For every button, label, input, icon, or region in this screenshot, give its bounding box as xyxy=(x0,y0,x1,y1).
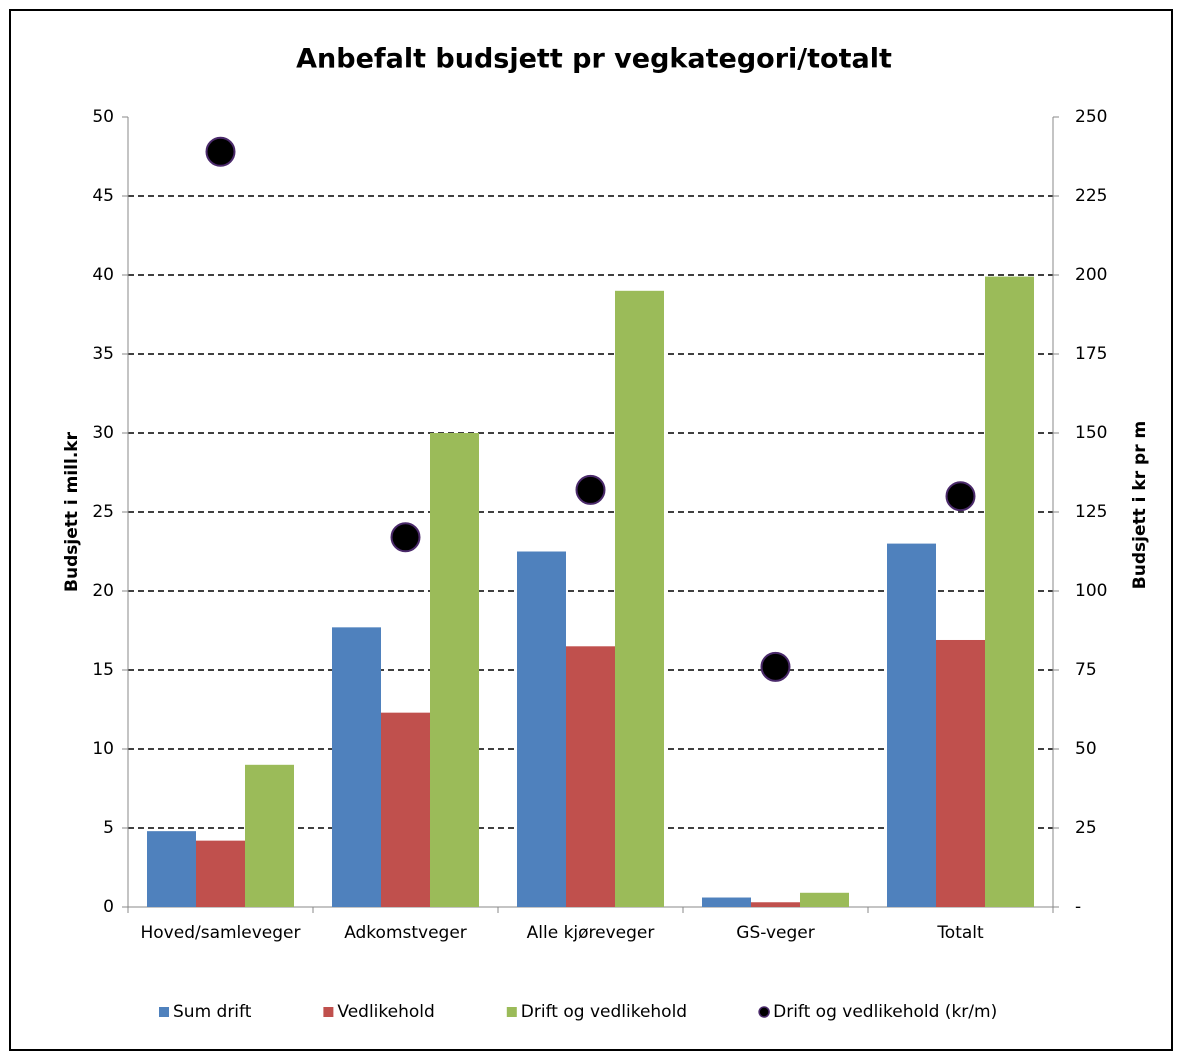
x-tick-label: GS-veger xyxy=(736,923,814,943)
scatter-point xyxy=(945,481,976,512)
y2-tick-label: 200 xyxy=(1075,265,1107,285)
y2-tick-label: 125 xyxy=(1075,502,1107,522)
bar xyxy=(751,902,800,907)
x-tick-label: Hoved/samleveger xyxy=(141,923,301,943)
y-tick-label: 45 xyxy=(92,186,114,206)
y-tick-label: 40 xyxy=(92,265,114,285)
chart-title: Anbefalt budsjett pr vegkategori/totalt xyxy=(296,44,892,75)
scatter-point xyxy=(390,522,421,553)
y2-tick-label: 50 xyxy=(1075,739,1097,759)
legend-marker xyxy=(159,1007,169,1017)
bar xyxy=(936,639,985,907)
y-tick-label: 30 xyxy=(92,423,114,443)
y2-tick-label: 225 xyxy=(1075,186,1107,206)
scatter-point xyxy=(575,474,606,505)
bar xyxy=(800,892,849,907)
legend-label: Sum drift xyxy=(173,1002,252,1022)
y2-tick-label: 250 xyxy=(1075,107,1107,127)
bar xyxy=(615,290,664,907)
y-tick-label: 25 xyxy=(92,502,114,522)
bar xyxy=(430,433,479,907)
y2-tick-label: 25 xyxy=(1075,818,1097,838)
y2-tick-label: 100 xyxy=(1075,581,1107,601)
bar xyxy=(985,276,1034,908)
bar xyxy=(517,551,566,907)
y-tick-label: 15 xyxy=(92,660,114,680)
bar xyxy=(332,627,381,907)
x-tick-label: Totalt xyxy=(936,923,984,943)
y2-tick-label: 75 xyxy=(1075,660,1097,680)
y2-tick-label: 175 xyxy=(1075,344,1107,364)
y2-tick-label: 150 xyxy=(1075,423,1107,443)
bar xyxy=(196,840,245,907)
x-tick-label: Alle kjøreveger xyxy=(527,923,655,943)
y-axis-title: Budsjett i mill.kr xyxy=(62,431,82,592)
y-tick-label: 50 xyxy=(92,107,114,127)
y2-axis-title: Budsjett i kr pr m xyxy=(1130,421,1150,589)
y-tick-label: 35 xyxy=(92,344,114,364)
bar xyxy=(702,897,751,907)
bar xyxy=(245,764,294,907)
bar xyxy=(381,712,430,907)
bar xyxy=(887,543,936,907)
y-tick-label: 0 xyxy=(103,897,114,917)
y-tick-label: 5 xyxy=(103,818,114,838)
y-tick-label: 10 xyxy=(92,739,114,759)
y2-tick-label: - xyxy=(1075,897,1081,917)
scatter-point xyxy=(205,136,236,167)
legend-label: Drift og vedlikehold (kr/m) xyxy=(773,1002,997,1022)
legend-marker xyxy=(758,1006,770,1018)
legend-label: Drift og vedlikehold xyxy=(521,1002,687,1022)
bar xyxy=(566,646,615,907)
scatter-point xyxy=(760,651,791,682)
y-tick-label: 20 xyxy=(92,581,114,601)
legend-label: Vedlikehold xyxy=(337,1002,434,1022)
bar xyxy=(147,831,196,907)
legend-marker xyxy=(323,1007,334,1017)
x-tick-label: Adkomstveger xyxy=(344,923,467,943)
legend-marker xyxy=(506,1007,517,1017)
